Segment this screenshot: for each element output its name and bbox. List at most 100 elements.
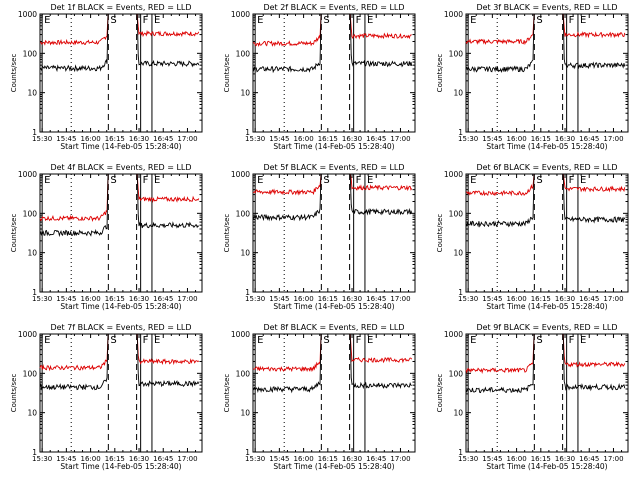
lld-series-line	[349, 333, 413, 364]
y-tick-label: 1000	[18, 330, 37, 339]
lld-series-line	[562, 13, 626, 39]
events-series-line	[562, 173, 626, 224]
x-tick-label: 16:30	[342, 295, 362, 303]
y-axis-label: Counts/sec	[223, 54, 231, 93]
x-axis-label: Start Time (14-Feb-05 15:28:40)	[273, 302, 394, 311]
x-tick-label: 16:45	[579, 135, 599, 143]
x-axis-label: Start Time (14-Feb-05 15:28:40)	[486, 462, 607, 471]
panel-title: Det 5f BLACK = Events, RED = LLD	[263, 163, 404, 172]
x-tick-label: 16:45	[153, 295, 173, 303]
x-tick-label: 16:45	[579, 295, 599, 303]
x-tick-label: 15:30	[32, 295, 52, 303]
x-tick-label: 16:15	[318, 135, 338, 143]
x-axis-label: Start Time (14-Feb-05 15:28:40)	[273, 462, 394, 471]
event-marker-label: F	[569, 335, 575, 346]
event-marker-label: S	[536, 335, 542, 346]
event-marker-label: S	[323, 15, 329, 26]
x-tick-label: 16:30	[129, 135, 149, 143]
y-tick-label: 10	[27, 249, 37, 258]
event-marker-label: S	[110, 335, 116, 346]
y-tick-label: 100	[449, 209, 464, 218]
x-tick-label: 16:15	[105, 135, 125, 143]
x-tick-label: 15:30	[245, 455, 265, 463]
x-axis-label: Start Time (14-Feb-05 15:28:40)	[486, 302, 607, 311]
y-axis-label: Counts/sec	[223, 214, 231, 253]
event-marker-label: E	[154, 335, 160, 346]
x-tick-label: 17:00	[603, 295, 623, 303]
event-marker-label: E	[580, 335, 586, 346]
event-marker-label: E	[44, 175, 50, 186]
event-marker-label: E	[470, 175, 476, 186]
panel-title: Det 3f BLACK = Events, RED = LLD	[476, 3, 617, 12]
events-series-line	[136, 173, 200, 229]
x-tick-label: 16:30	[555, 455, 575, 463]
lld-series-line	[136, 333, 200, 366]
y-tick-label: 1	[245, 288, 250, 297]
event-marker-label: E	[154, 15, 160, 26]
x-tick-label: 16:00	[293, 135, 313, 143]
panel-4: Det 4f BLACK = Events, RED = LLD 1 10 100 10…	[10, 163, 203, 311]
x-tick-label: 15:30	[458, 295, 478, 303]
x-tick-label: 15:45	[56, 455, 76, 463]
x-tick-label: 17:00	[603, 455, 623, 463]
events-series-line	[349, 333, 412, 390]
y-tick-label: 1	[458, 288, 463, 297]
x-tick-label: 17:00	[177, 455, 197, 463]
y-tick-label: 10	[27, 89, 37, 98]
x-tick-label: 15:45	[56, 135, 76, 143]
panel-title: Det 8f BLACK = Events, RED = LLD	[263, 323, 404, 332]
event-marker-label: S	[536, 15, 542, 26]
events-series-line	[136, 333, 200, 388]
events-series-line	[39, 173, 109, 238]
x-axis-label: Start Time (14-Feb-05 15:28:40)	[60, 142, 181, 151]
x-tick-label: 16:45	[579, 455, 599, 463]
x-tick-label: 16:45	[366, 455, 386, 463]
panel-8: Det 8f BLACK = Events, RED = LLD 1 10 100 10…	[223, 323, 416, 471]
x-tick-label: 16:45	[366, 135, 386, 143]
y-tick-label: 1000	[231, 170, 250, 179]
panel-6: Det 6f BLACK = Events, RED = LLD 1 10 100 10…	[436, 163, 629, 311]
lld-series-line	[136, 173, 200, 203]
lld-series-line	[562, 173, 626, 193]
plot-frame	[39, 173, 203, 293]
x-tick-label: 16:30	[555, 295, 575, 303]
y-tick-label: 100	[236, 49, 251, 58]
y-tick-label: 1000	[231, 10, 250, 19]
panel-title: Det 9f BLACK = Events, RED = LLD	[476, 323, 617, 332]
x-tick-label: 16:30	[342, 135, 362, 143]
y-tick-label: 1	[458, 448, 463, 457]
event-marker-label: E	[44, 15, 50, 26]
x-tick-label: 17:00	[390, 295, 410, 303]
x-tick-label: 16:00	[293, 295, 313, 303]
event-marker-label: E	[257, 175, 263, 186]
lld-series-line	[465, 13, 535, 46]
event-marker-label: E	[154, 175, 160, 186]
panel-7: Det 7f BLACK = Events, RED = LLD 1 10 100 10…	[10, 323, 203, 471]
x-tick-label: 15:30	[245, 135, 265, 143]
lld-series-line	[252, 13, 322, 47]
event-marker-label: E	[580, 175, 586, 186]
x-tick-label: 16:45	[366, 295, 386, 303]
x-axis-label: Start Time (14-Feb-05 15:28:40)	[60, 462, 181, 471]
lld-series-line	[39, 173, 109, 222]
y-tick-label: 1000	[231, 330, 250, 339]
y-axis-label: Counts/sec	[10, 54, 18, 93]
y-axis-label: Counts/sec	[436, 374, 444, 413]
events-series-line	[252, 173, 322, 222]
y-axis-label: Counts/sec	[10, 214, 18, 253]
y-tick-label: 10	[240, 409, 250, 418]
lld-series-line	[562, 333, 626, 368]
y-tick-label: 100	[23, 209, 38, 218]
event-marker-label: S	[110, 15, 116, 26]
y-tick-label: 1000	[18, 10, 37, 19]
event-marker-label: S	[110, 175, 116, 186]
lld-series-line	[252, 333, 322, 373]
x-tick-label: 16:30	[129, 455, 149, 463]
lld-series-line	[39, 13, 109, 46]
x-tick-label: 16:00	[506, 295, 526, 303]
events-series-line	[252, 13, 322, 74]
x-tick-label: 15:30	[458, 455, 478, 463]
plot-frame	[39, 13, 203, 133]
y-tick-label: 10	[27, 409, 37, 418]
lld-series-line	[349, 173, 413, 192]
